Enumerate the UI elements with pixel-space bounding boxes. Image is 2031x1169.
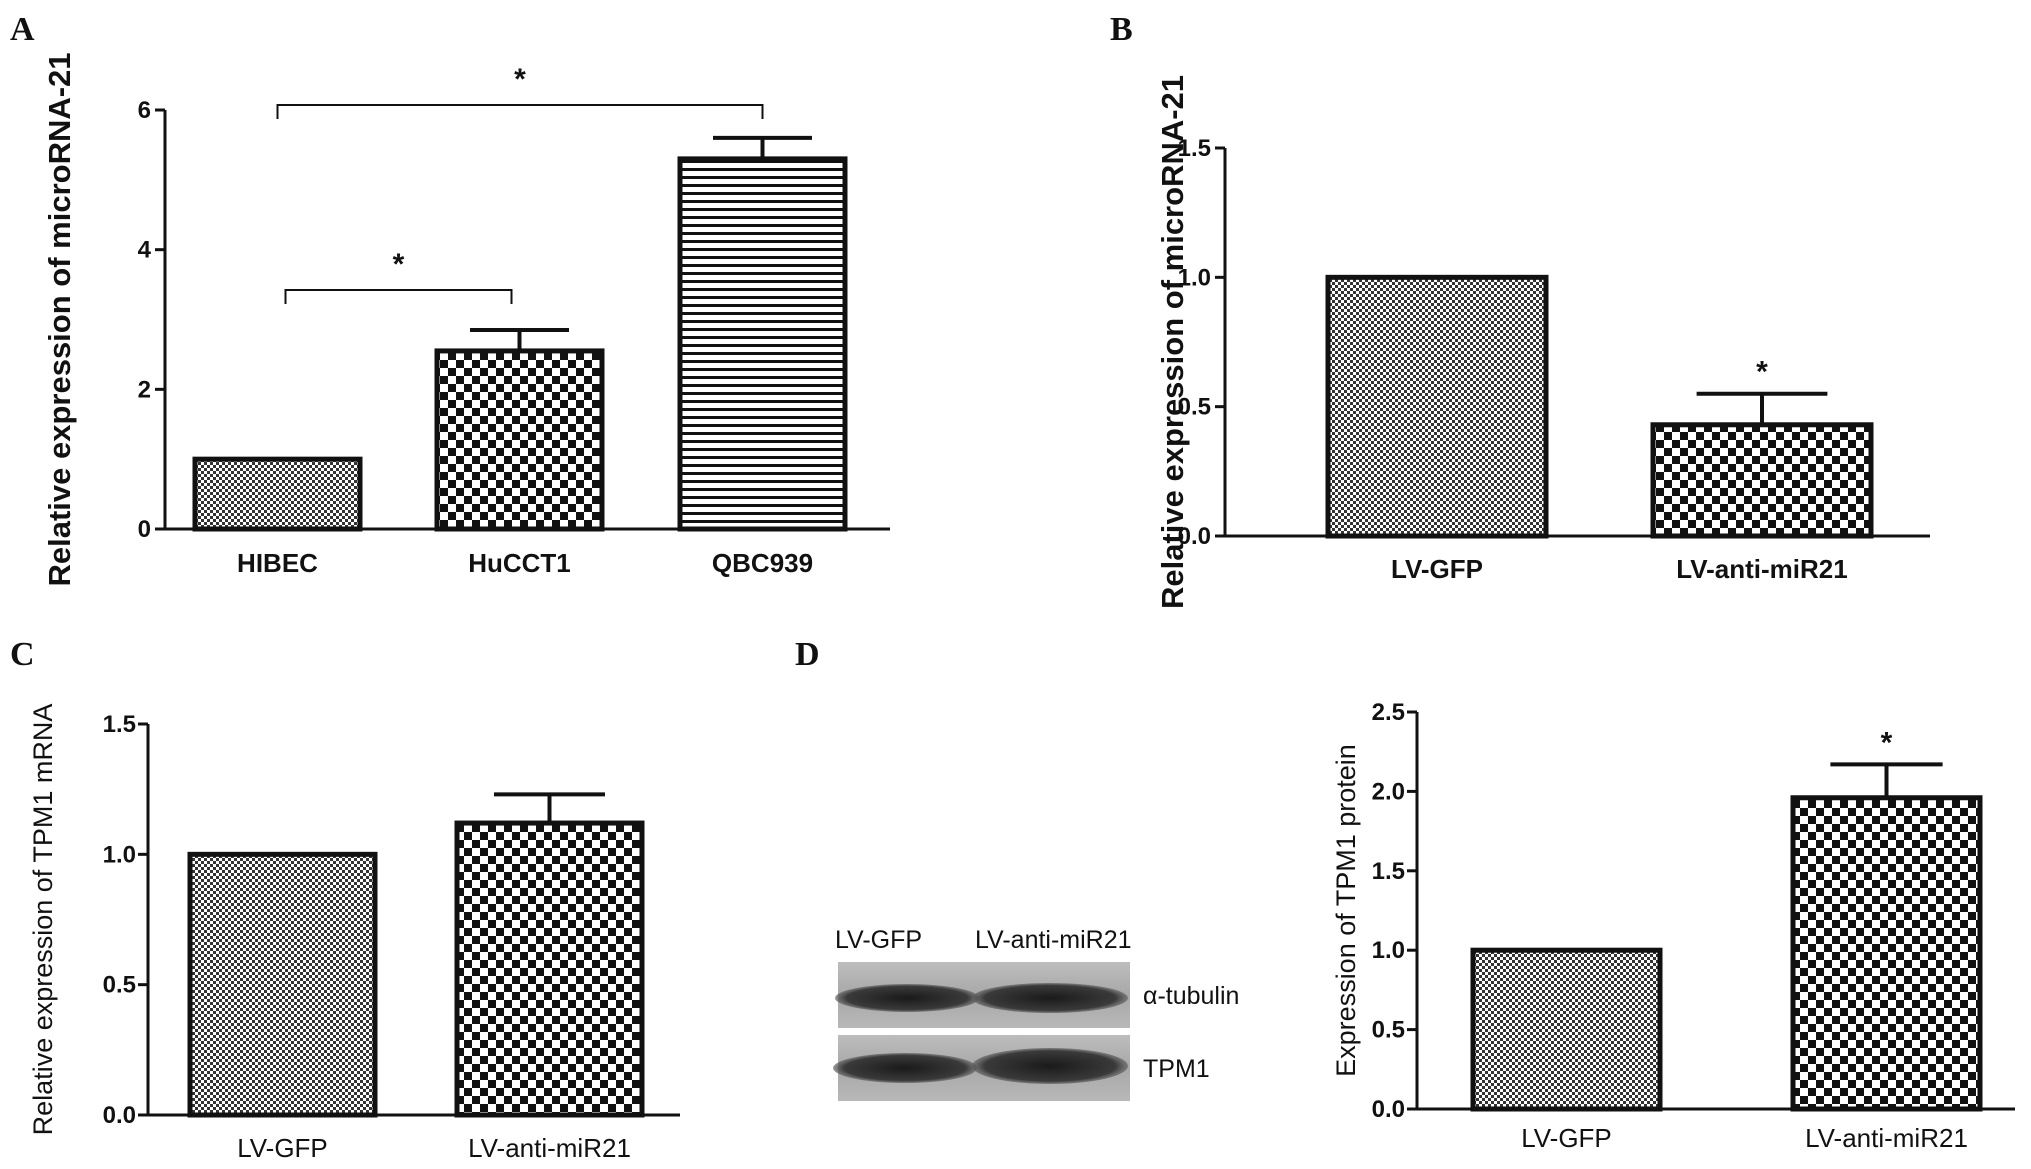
y-tick-label: 0	[138, 516, 151, 543]
blot-band-tubulin-1	[835, 984, 979, 1012]
blot-lane-label-lv-anti-mir21: LV-anti-miR21	[975, 926, 1132, 954]
y-tick-label: 6	[138, 97, 151, 124]
bar-hibec	[192, 456, 363, 532]
panel-letter-a: A	[10, 11, 35, 48]
bar-lv-anti-mir21	[1790, 795, 1983, 1112]
y-axis-label: Relative expression of microRNA-21	[42, 52, 77, 586]
significance-star: *	[1756, 356, 1768, 389]
y-tick-label: 0.0	[1372, 1096, 1405, 1123]
blot-band-label-tubulin: α-tubulin	[1143, 982, 1239, 1010]
y-axis-label: Relative expression of TPM1 mRNA	[28, 704, 58, 1136]
blot-band-tpm1-1	[833, 1053, 977, 1083]
bar-lv-anti-mir21	[1650, 422, 1874, 539]
bar-hucct1	[434, 348, 605, 532]
bar-lv-gfp	[1325, 274, 1549, 539]
x-tick-label: LV-anti-miR21	[468, 1133, 631, 1163]
chart-panel-c: 0.0 0.5 1.0 1.5 Relative expression of TPM1 …	[28, 704, 680, 1163]
y-tick-label: 2.5	[1372, 699, 1405, 726]
y-tick-label: 0.5	[103, 972, 136, 999]
y-tick-label: 0.5	[1372, 1017, 1405, 1044]
western-blot: LV-GFP LV-anti-miR21 α-tubulin TPM1	[833, 926, 1239, 1101]
blot-band-label-tpm1: TPM1	[1143, 1055, 1210, 1083]
x-tick-label: LV-GFP	[1521, 1123, 1612, 1153]
blot-band-tpm1-2	[972, 1048, 1128, 1084]
y-tick-label: 0.0	[103, 1102, 136, 1129]
y-tick-label: 1.0	[103, 841, 136, 868]
chart-panel-a: 0 2 4 6 Relative expression of microRNA-21 HI…	[42, 52, 890, 587]
bar-lv-anti-mir21	[454, 820, 645, 1118]
x-tick-label: QBC939	[712, 548, 813, 578]
x-tick-label: LV-GFP	[237, 1133, 328, 1163]
panel-letter-d: D	[795, 636, 820, 673]
panel-letter-c: C	[10, 636, 35, 673]
x-tick-label: LV-anti-miR21	[1676, 554, 1847, 584]
y-tick-label: 2	[138, 376, 151, 403]
y-tick-label: 0.5	[1178, 394, 1211, 421]
y-tick-label: 2.0	[1372, 778, 1405, 805]
bar-qbc939	[677, 156, 848, 532]
chart-panel-d: 0.0 0.5 1.0 1.5 2.0 2.5 Expression of TPM1 pro…	[1331, 699, 2015, 1153]
x-tick-label: LV-anti-miR21	[1805, 1123, 1968, 1153]
y-tick-label: 1.5	[103, 711, 136, 738]
x-tick-label: HIBEC	[237, 548, 318, 578]
panel-letter-b: B	[1110, 11, 1133, 48]
significance-bracket	[284, 289, 513, 304]
x-tick-label: HuCCT1	[468, 548, 571, 578]
y-axis-label: Relative expression of microRNA-21	[1155, 75, 1190, 609]
bar-lv-gfp	[1470, 947, 1663, 1112]
y-tick-label: 1.0	[1178, 264, 1211, 291]
y-tick-label: 1.5	[1178, 135, 1211, 162]
y-tick-label: 1.5	[1372, 858, 1405, 885]
significance-star: *	[514, 63, 526, 96]
y-tick-label: 1.0	[1372, 937, 1405, 964]
blot-lane-label-lv-gfp: LV-GFP	[835, 926, 922, 954]
significance-bracket	[276, 104, 764, 119]
x-tick-label: LV-GFP	[1391, 554, 1483, 584]
bar-lv-gfp	[187, 851, 378, 1118]
significance-star: *	[393, 248, 405, 281]
significance-star: *	[1881, 726, 1893, 759]
blot-band-tubulin-2	[972, 983, 1128, 1013]
y-axis-label: Expression of TPM1 protein	[1331, 744, 1361, 1077]
y-tick-label: 4	[138, 237, 152, 264]
y-tick-label: 0.0	[1178, 523, 1211, 550]
